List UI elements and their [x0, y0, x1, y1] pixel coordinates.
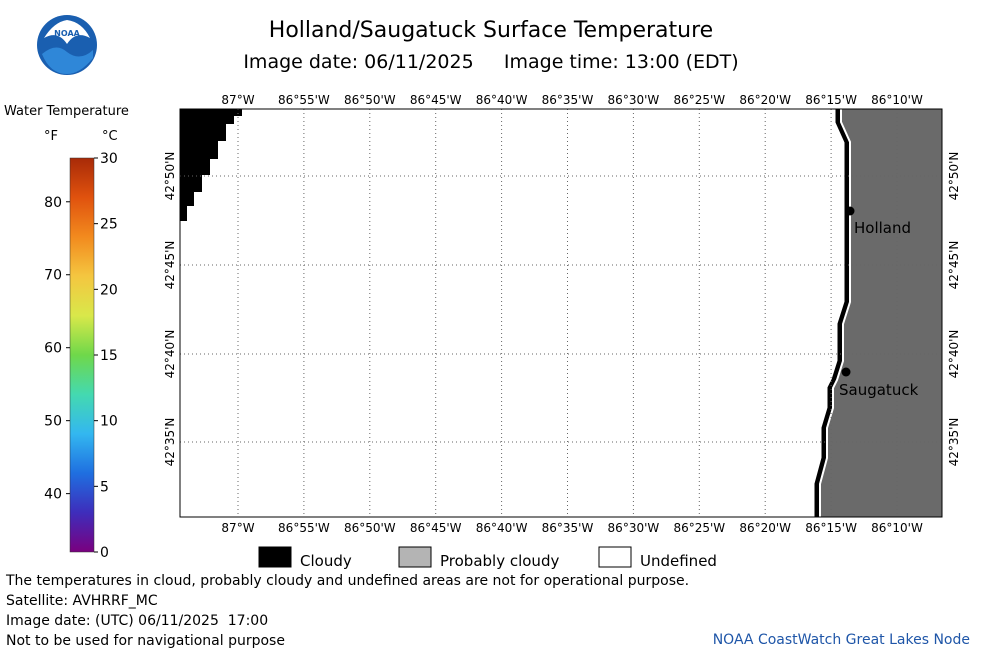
- image-datetime: Image date: 06/11/2025 Image time: 13:00…: [0, 51, 982, 73]
- colorbar-ramp: [69, 157, 95, 553]
- cloudy-swatch: [258, 546, 292, 568]
- colorbar-title: Water Temperature: [4, 104, 129, 119]
- longitude-label-bottom: 86°15'W: [805, 521, 857, 535]
- latitude-label-left: 42°40'N: [163, 330, 177, 379]
- fahrenheit-tick-label: 60: [44, 341, 62, 357]
- satellite-note: Satellite: AVHRRF_MC: [6, 593, 158, 609]
- city-label: Saugatuck: [839, 381, 919, 399]
- longitude-label-top: 86°20'W: [739, 93, 791, 107]
- longitude-label-bottom: 86°10'W: [871, 521, 923, 535]
- city-marker: [845, 206, 855, 216]
- longitude-label-top: 86°15'W: [805, 93, 857, 107]
- shoreline-inner: [819, 109, 851, 517]
- latitude-label-right: 42°40'N: [947, 330, 961, 379]
- fahrenheit-tick-label: 80: [44, 195, 62, 211]
- latitude-label-right: 42°45'N: [947, 241, 961, 290]
- longitude-label-bottom: 87°W: [221, 521, 254, 535]
- navigation-note: Not to be used for navigational purpose: [6, 633, 285, 649]
- celsius-tick-label: 10: [100, 414, 118, 430]
- undefined-label: Undefined: [640, 552, 717, 570]
- longitude-label-bottom: 86°55'W: [278, 521, 330, 535]
- longitude-label-top: 86°40'W: [476, 93, 528, 107]
- longitude-label-top: 86°50'W: [344, 93, 396, 107]
- svg-text:NOAA: NOAA: [54, 29, 80, 38]
- longitude-label-top: 86°25'W: [673, 93, 725, 107]
- city-marker: [841, 367, 851, 377]
- latitude-label-left: 42°50'N: [163, 152, 177, 201]
- longitude-label-top: 86°55'W: [278, 93, 330, 107]
- latitude-label-left: 42°35'N: [163, 418, 177, 467]
- longitude-label-top: 87°W: [221, 93, 254, 107]
- longitude-label-top: 86°30'W: [608, 93, 660, 107]
- celsius-tick-label: 5: [100, 479, 109, 495]
- colorbar: 0 5 10 15 20 25 30 40 50 60 70 80: [44, 151, 118, 561]
- longitude-label-bottom: 86°40'W: [476, 521, 528, 535]
- celsius-tick-label: 25: [100, 217, 118, 233]
- credit-link[interactable]: NOAA CoastWatch Great Lakes Node: [712, 632, 970, 648]
- latitude-label-right: 42°35'N: [947, 418, 961, 467]
- celsius-tick-label: 20: [100, 282, 118, 298]
- longitude-label-bottom: 86°45'W: [410, 521, 462, 535]
- utc-date-note: Image date: (UTC) 06/11/2025 17:00: [6, 613, 269, 629]
- cloud-region: [180, 109, 242, 221]
- map-panel: 87°W 87°W 86°55'W 86°55'W 86°50'W 86°50'W 86°4…: [163, 93, 961, 535]
- city-label: Holland: [854, 219, 911, 237]
- noaa-logo: NOAA: [37, 15, 97, 75]
- celsius-tick-label: 15: [100, 348, 118, 364]
- longitude-label-top: 86°10'W: [871, 93, 923, 107]
- fahrenheit-tick-label: 40: [44, 487, 62, 503]
- undefined-swatch: [598, 546, 632, 568]
- longitude-label-bottom: 86°30'W: [608, 521, 660, 535]
- land-region: [817, 109, 942, 517]
- longitude-label-bottom: 86°35'W: [542, 521, 594, 535]
- map-title: Holland/Saugatuck Surface Temperature: [268, 18, 714, 43]
- longitude-label-bottom: 86°20'W: [739, 521, 791, 535]
- longitude-label-bottom: 86°25'W: [673, 521, 725, 535]
- fahrenheit-tick-label: 70: [44, 268, 62, 284]
- fahrenheit-tick-label: 50: [44, 414, 62, 430]
- map-frame: [179, 108, 943, 518]
- probably-cloudy-label: Probably cloudy: [440, 552, 560, 570]
- colorbar-unit-f: °F: [44, 129, 58, 144]
- colorbar-unit-c: °C: [102, 129, 118, 144]
- probably-cloudy-swatch: [398, 546, 432, 568]
- cloudy-label: Cloudy: [300, 552, 352, 570]
- shoreline-outline: [814, 109, 850, 517]
- longitude-label-top: 86°35'W: [542, 93, 594, 107]
- latitude-label-right: 42°50'N: [947, 152, 961, 201]
- longitude-label-top: 86°45'W: [410, 93, 462, 107]
- image-date: Image date: 06/11/2025: [243, 51, 474, 73]
- latitude-label-left: 42°45'N: [163, 241, 177, 290]
- longitude-label-bottom: 86°50'W: [344, 521, 396, 535]
- disclaimer-note: The temperatures in cloud, probably clou…: [6, 573, 690, 589]
- celsius-tick-label: 0: [100, 545, 109, 561]
- celsius-tick-label: 30: [100, 151, 118, 167]
- image-time: Image time: 13:00 (EDT): [503, 51, 739, 73]
